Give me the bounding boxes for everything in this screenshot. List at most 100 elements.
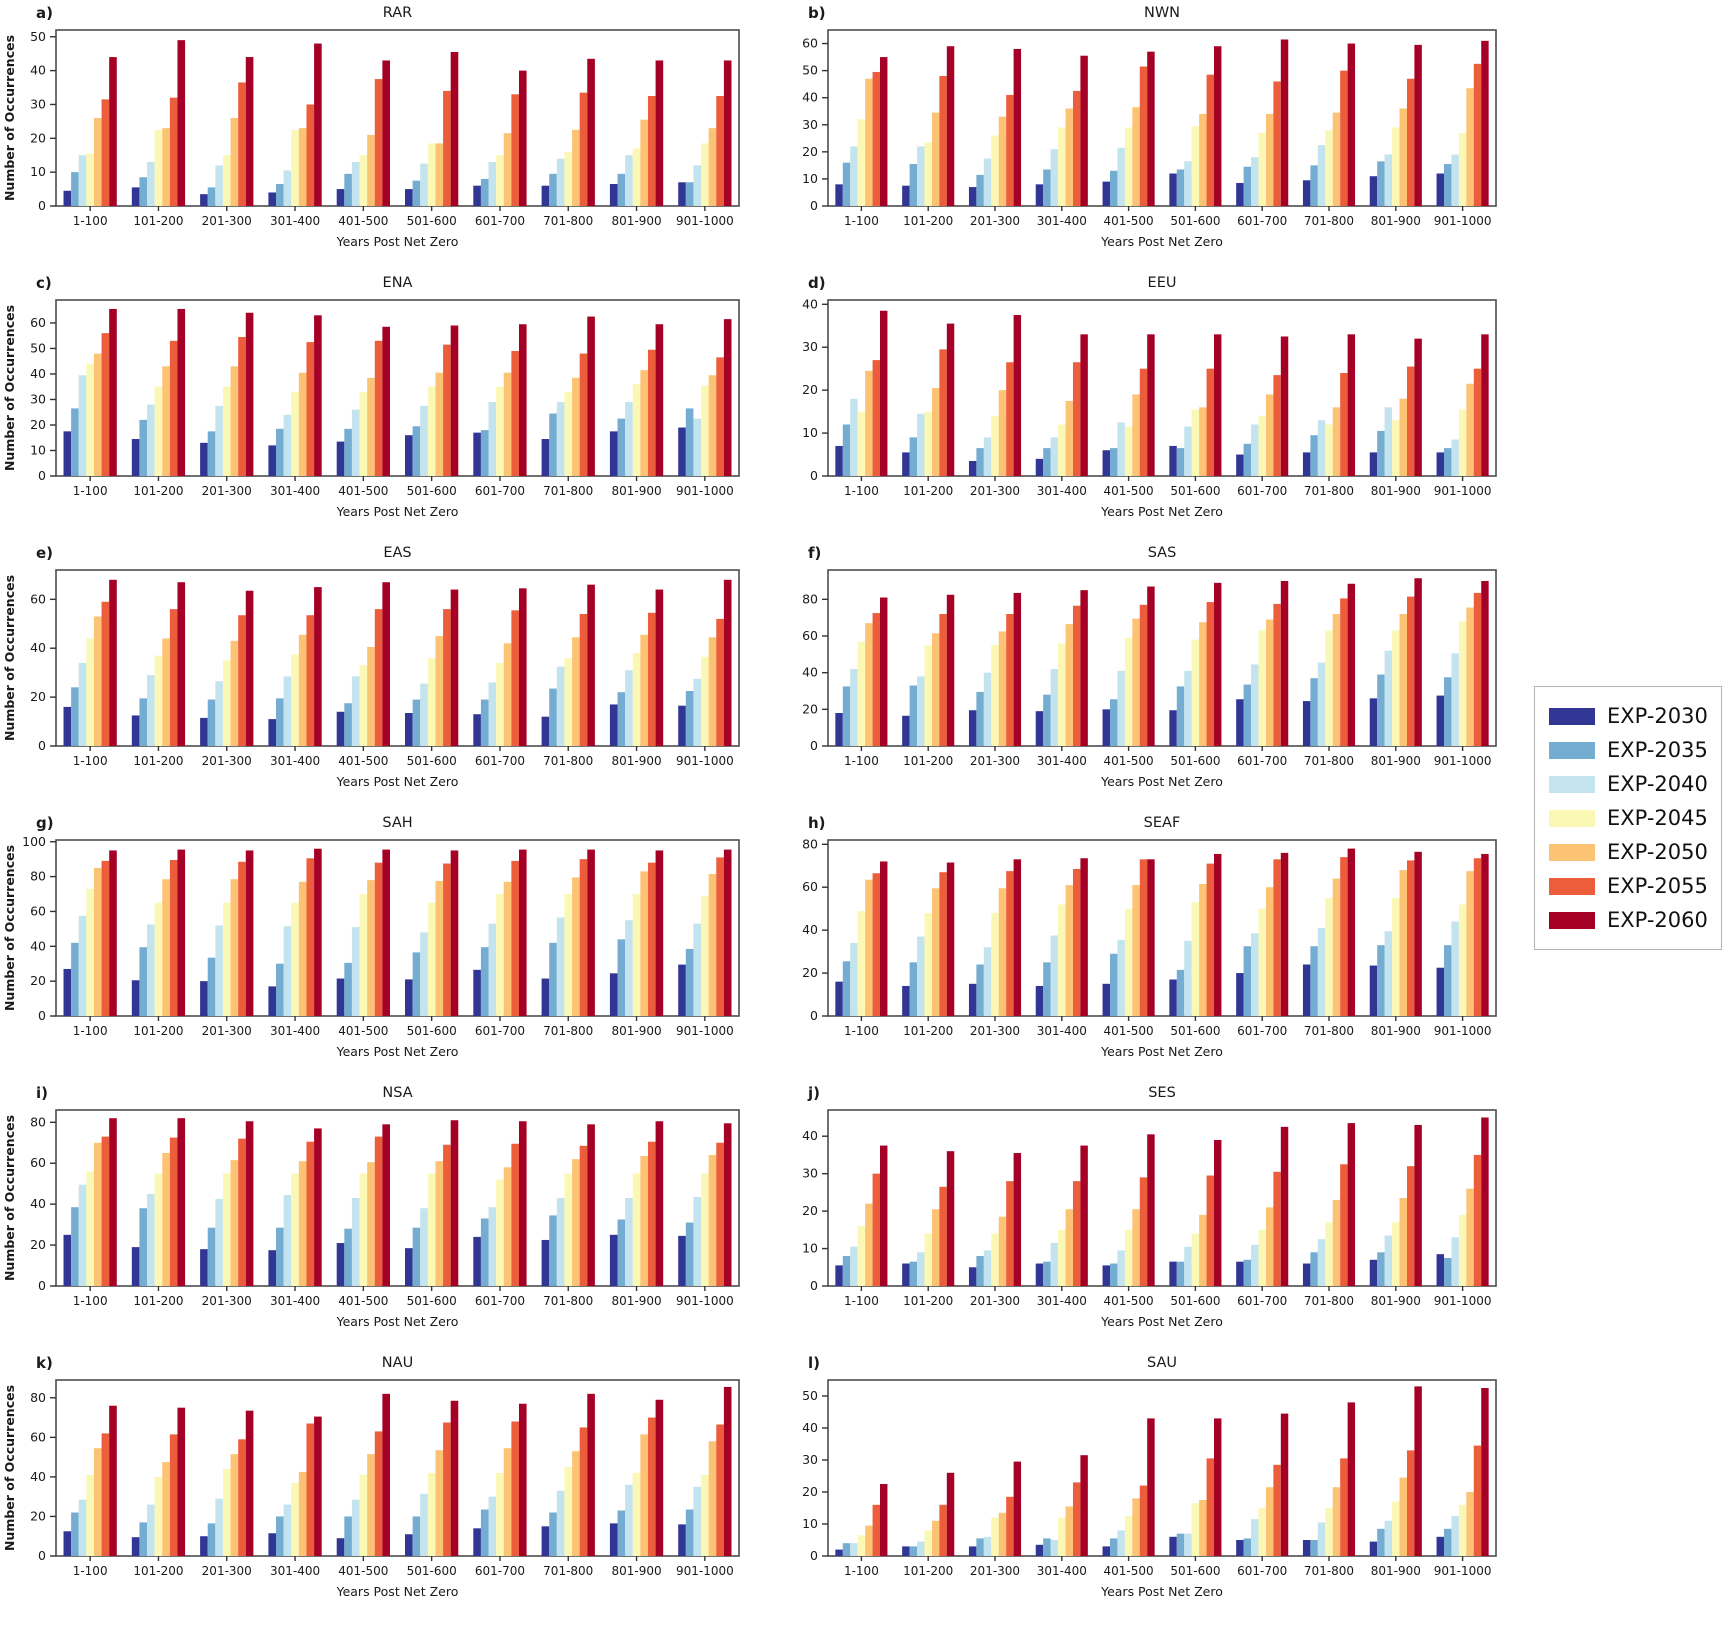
bar-EXP-2035 [412, 426, 421, 476]
bar-EXP-2060 [1280, 336, 1289, 476]
bar-EXP-2040 [1117, 1250, 1125, 1286]
y-tick-label: 30 [30, 391, 46, 406]
bar-EXP-2035 [1109, 1263, 1118, 1286]
bar-EXP-2030 [1035, 184, 1044, 206]
bar-EXP-2050 [640, 370, 648, 476]
bar-EXP-2060 [382, 1393, 390, 1556]
bar-EXP-2040 [693, 678, 702, 746]
bar-EXP-2045 [632, 1472, 641, 1556]
legend-swatch-icon [1549, 877, 1595, 895]
bar-EXP-2050 [1332, 112, 1341, 206]
x-tick-label: 201-300 [970, 1294, 1020, 1308]
bar-EXP-2040 [420, 163, 428, 206]
bar-EXP-2040 [1184, 1246, 1192, 1286]
bar-EXP-2045 [86, 1171, 94, 1286]
bar-EXP-2050 [865, 879, 873, 1016]
bar-EXP-2050 [367, 880, 375, 1016]
bar-EXP-2040 [215, 681, 223, 746]
bar-EXP-2035 [344, 1516, 352, 1556]
bar-EXP-2040 [850, 146, 858, 206]
bar-EXP-2050 [640, 634, 648, 746]
bar-EXP-2050 [1199, 113, 1207, 206]
y-tick-label: 20 [30, 973, 46, 988]
bar-EXP-2030 [678, 705, 686, 746]
bar-EXP-2055 [169, 860, 178, 1016]
bar-EXP-2035 [1243, 684, 1252, 746]
bar-EXP-2055 [443, 609, 451, 746]
bar-EXP-2045 [1392, 1501, 1400, 1556]
y-tick-label: 40 [30, 1469, 46, 1484]
bar-EXP-2045 [1392, 630, 1400, 746]
bar-EXP-2055 [1206, 602, 1215, 746]
bar-EXP-2055 [1273, 375, 1281, 476]
y-axis-label: Number of Occurrences [2, 575, 17, 741]
bar-EXP-2045 [496, 1472, 504, 1556]
bar-EXP-2055 [1340, 857, 1348, 1016]
bar-EXP-2055 [1340, 372, 1348, 476]
bar-EXP-2060 [655, 1399, 664, 1556]
bar-EXP-2030 [1302, 964, 1311, 1016]
y-tick-label: 0 [38, 468, 46, 483]
bar-EXP-2055 [647, 1141, 656, 1286]
bar-EXP-2055 [238, 1439, 246, 1556]
bar-EXP-2060 [382, 326, 390, 476]
bar-EXP-2035 [909, 685, 918, 746]
bar-EXP-2050 [162, 638, 170, 746]
panel-title: RAR [382, 5, 413, 21]
bar-EXP-2045 [1058, 127, 1066, 206]
bar-EXP-2060 [1414, 578, 1422, 746]
bar-EXP-2060 [450, 850, 459, 1016]
y-tick-label: 40 [802, 1128, 818, 1143]
bar-EXP-2035 [549, 688, 557, 746]
bar-EXP-2035 [842, 424, 851, 476]
bar-EXP-2035 [139, 1522, 148, 1556]
bar-EXP-2060 [946, 1472, 955, 1556]
bar-EXP-2030 [63, 1531, 72, 1556]
bar-EXP-2060 [1080, 858, 1088, 1016]
y-tick-label: 60 [30, 1155, 46, 1170]
bar-EXP-2035 [207, 187, 216, 206]
x-tick-label: 901-1000 [1434, 754, 1492, 768]
bar-EXP-2055 [169, 1137, 178, 1286]
x-tick-label: 601-700 [475, 484, 525, 498]
bar-EXP-2060 [880, 597, 888, 746]
bar-EXP-2060 [177, 40, 186, 207]
y-tick-label: 20 [802, 1203, 818, 1218]
x-tick-label: 301-400 [270, 1564, 320, 1578]
bar-EXP-2045 [1458, 1504, 1467, 1556]
x-tick-label: 201-300 [202, 1294, 252, 1308]
panel-header: i) NSA [0, 1082, 755, 1104]
plot-SES: 0 10 20 30 40 1-100 101-200 201-300 301-400 401-5… [802, 1109, 1497, 1329]
bar-EXP-2050 [1265, 394, 1274, 476]
bar-EXP-2040 [283, 926, 292, 1016]
bar-EXP-2040 [420, 405, 428, 476]
x-tick-label: 501-600 [1170, 484, 1220, 498]
bar-EXP-2035 [1443, 448, 1452, 476]
y-tick-label: 0 [38, 1278, 46, 1293]
bar-EXP-2050 [162, 1462, 170, 1556]
bar-EXP-2035 [976, 691, 984, 746]
bar-EXP-2045 [1124, 426, 1133, 476]
x-tick-label: 801-900 [611, 754, 661, 768]
x-tick-label: 101-200 [133, 1564, 183, 1578]
bar-EXP-2040 [283, 414, 292, 476]
bar-EXP-2030 [336, 711, 345, 746]
y-tick-label: 60 [30, 903, 46, 918]
legend-label: EXP-2055 [1607, 874, 1708, 898]
x-tick-label: 101-200 [903, 1294, 953, 1308]
y-tick-label: 80 [30, 1114, 46, 1129]
bar-EXP-2060 [314, 1128, 322, 1286]
bar-EXP-2060 [1414, 1124, 1422, 1286]
bar-EXP-2035 [207, 1523, 216, 1556]
y-tick-label: 60 [30, 591, 46, 606]
bar-EXP-2040 [625, 155, 633, 206]
bar-EXP-2045 [496, 894, 504, 1016]
bar-EXP-2045 [924, 645, 932, 746]
x-tick-label: 301-400 [1037, 1024, 1087, 1038]
bar-EXP-2050 [865, 1203, 873, 1286]
x-axis-label: Years Post Net Zero [336, 1044, 459, 1059]
bar-EXP-2030 [200, 717, 208, 746]
bar-EXP-2030 [968, 460, 977, 476]
bar-EXP-2035 [1243, 166, 1252, 206]
bar-EXP-2045 [291, 1173, 299, 1286]
